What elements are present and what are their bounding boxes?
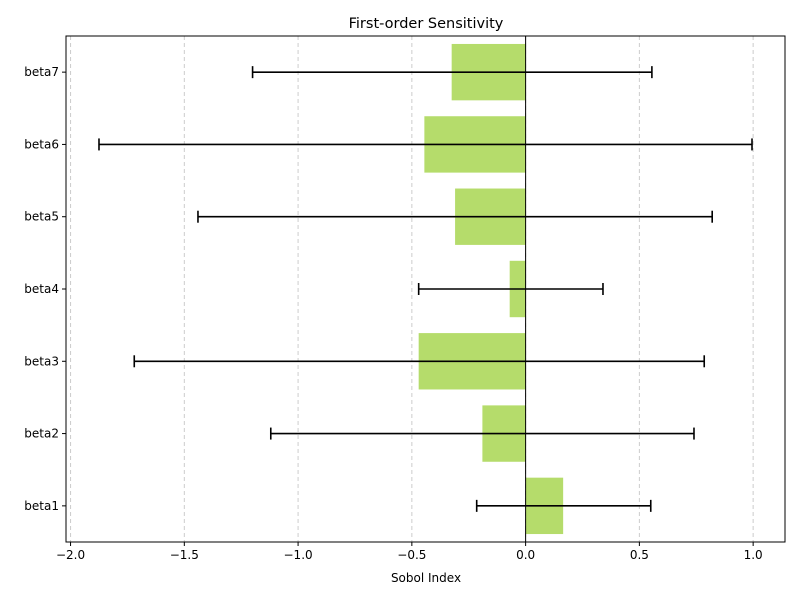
y-axis-ticks: beta1 beta2 beta3 beta4 beta5 beta6 beta7 [24, 65, 66, 513]
y-tick-label: beta5 [24, 210, 59, 224]
y-tick-label: beta2 [24, 427, 59, 441]
error-bar-beta4 [417, 283, 604, 295]
grid-lines [70, 36, 754, 542]
error-bars [98, 66, 753, 512]
x-tick-label: −2.0 [56, 548, 85, 562]
error-bar-beta5 [197, 210, 713, 223]
x-tick-label: 1.0 [744, 548, 763, 562]
error-bar-beta7 [251, 66, 653, 79]
chart-title: First-order Sensitivity [349, 16, 504, 32]
x-axis-label: Sobol Index [391, 571, 461, 585]
x-tick-label: 0.0 [516, 548, 535, 562]
error-bar-beta1 [475, 499, 652, 512]
error-bar-beta2 [269, 427, 695, 440]
x-tick-label: −0.5 [397, 548, 426, 562]
y-tick-label: beta1 [24, 499, 59, 513]
x-tick-label: 0.5 [630, 548, 649, 562]
y-tick-label: beta4 [24, 282, 59, 296]
y-tick-label: beta7 [24, 65, 59, 79]
x-axis-ticks: −2.0 −1.5 −1.0 −0.5 0.0 0.5 1.0 [56, 542, 763, 562]
x-tick-label: −1.0 [284, 548, 313, 562]
error-bar-beta3 [133, 355, 706, 368]
error-bar-beta6 [98, 138, 753, 151]
y-tick-label: beta6 [24, 137, 59, 151]
x-tick-label: −1.5 [170, 548, 199, 562]
y-tick-label: beta3 [24, 354, 59, 368]
